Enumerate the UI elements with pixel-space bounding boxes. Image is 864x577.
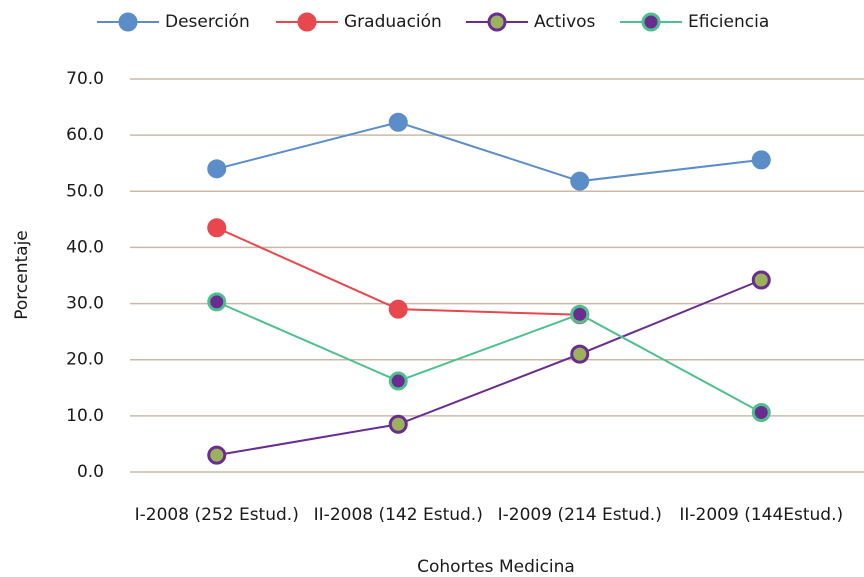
y-tick-label: 50.0 [66, 181, 104, 201]
x-tick-label: I-2008 (252 Estud.) [135, 505, 299, 525]
marker [570, 304, 590, 324]
y-tick-label: 0.0 [77, 462, 104, 482]
y-tick-label: 40.0 [66, 237, 104, 257]
series-line [216, 300, 762, 414]
legend-label: Graduación [344, 12, 442, 32]
legend-label: Activos [534, 12, 596, 32]
marker [570, 344, 590, 364]
marker [388, 371, 408, 391]
marker [751, 402, 771, 422]
y-tick-label: 70.0 [66, 69, 104, 89]
marker [388, 112, 408, 132]
y-axis-title: Porcentaje [12, 230, 32, 320]
x-tick-label: II-2008 (142 Estud.) [314, 505, 483, 525]
marker [388, 414, 408, 434]
x-axis-title: Cohortes Medicina [417, 557, 575, 577]
legend-marker [487, 12, 507, 32]
legend-label: Eficiencia [688, 12, 769, 32]
y-tick-label: 10.0 [66, 406, 104, 426]
y-tick-label: 20.0 [66, 350, 104, 370]
legend-marker [641, 12, 661, 32]
marker [751, 270, 771, 290]
series-line [216, 279, 762, 457]
marker [751, 150, 771, 170]
legend-label: Deserción [165, 12, 250, 32]
marker [388, 299, 408, 319]
legend-marker [297, 12, 317, 32]
marker [570, 171, 590, 191]
x-tick-label: I-2009 (214 Estud.) [498, 505, 662, 525]
marker [207, 292, 227, 312]
marker [207, 218, 227, 238]
marker [207, 159, 227, 179]
y-tick-label: 30.0 [66, 294, 104, 314]
legend-marker [118, 12, 138, 32]
y-tick-label: 60.0 [66, 125, 104, 145]
series-line [216, 121, 762, 183]
marker [207, 445, 227, 465]
x-tick-label: II-2009 (144Estud.) [679, 505, 843, 525]
